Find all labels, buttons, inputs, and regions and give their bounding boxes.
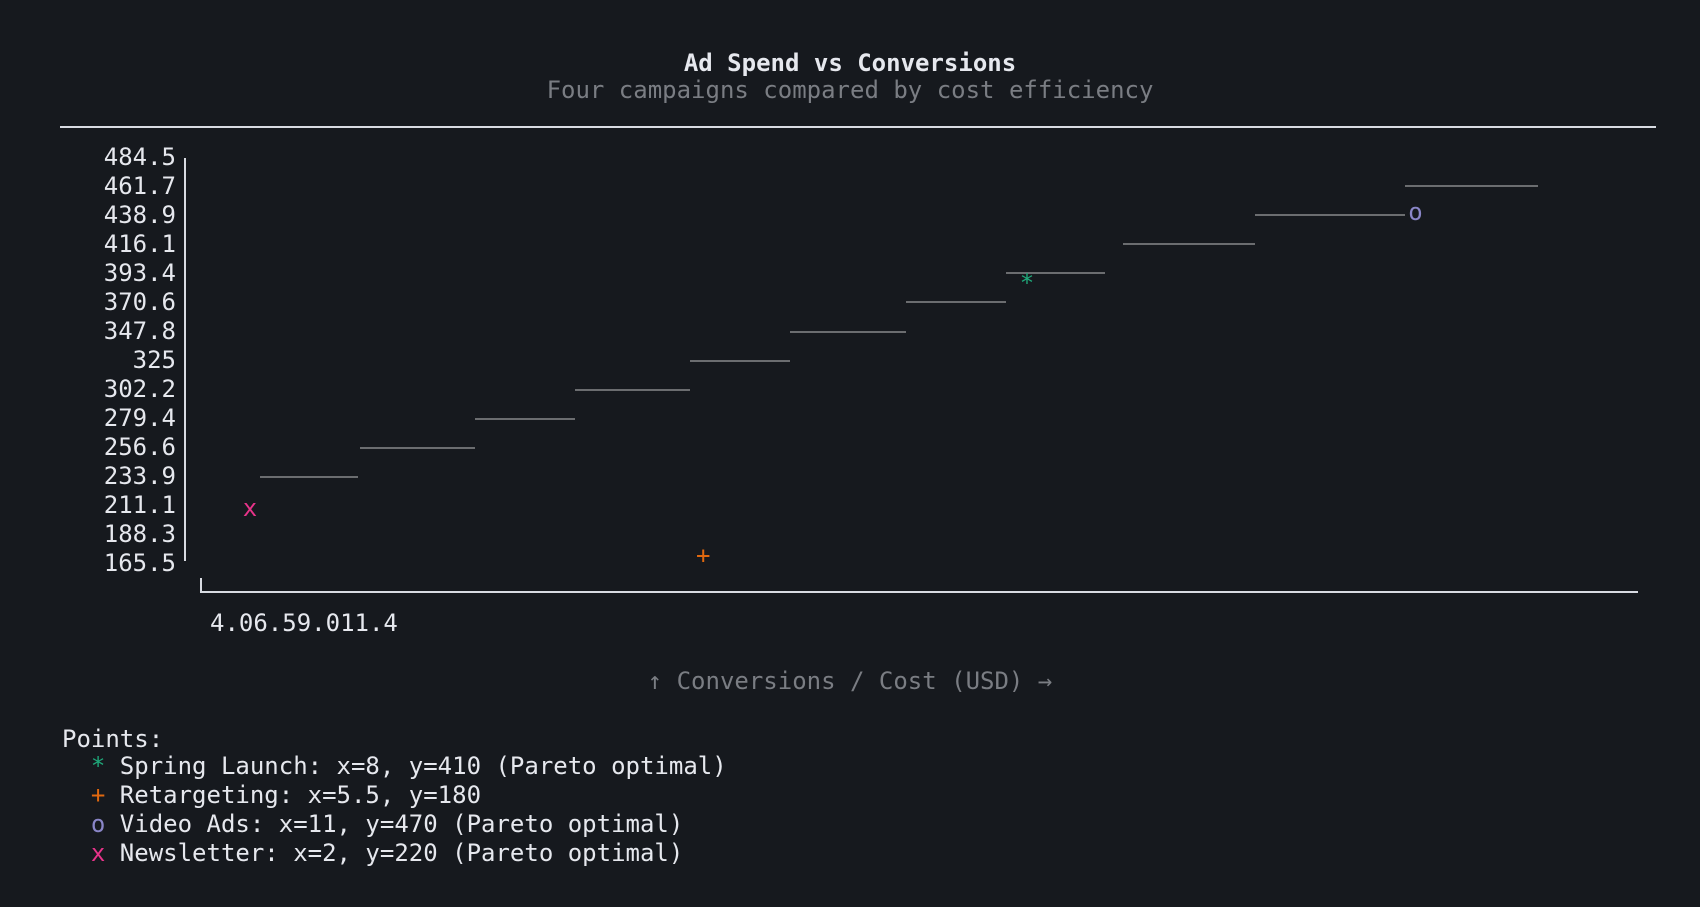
legend-item: x Newsletter: x=2, y=220 (Pareto optimal…: [62, 840, 683, 867]
data-point-video-ads: o: [1408, 198, 1422, 226]
y-tick-label: 484.5: [103, 143, 176, 171]
y-tick-label: 347.8: [103, 317, 176, 345]
title-divider: [60, 126, 1656, 128]
x-axis-line: [200, 591, 1638, 593]
y-tick-label: 233.9: [103, 462, 176, 490]
legend-marker-icon: +: [62, 781, 120, 809]
y-tick-label: 211.1: [103, 491, 176, 519]
y-tick-label: 256.6: [103, 433, 176, 461]
data-point-retargeting: +: [696, 541, 710, 569]
x-tick-label: 9.0: [296, 609, 341, 637]
x-axis-corner: [200, 578, 202, 593]
legend-item: o Video Ads: x=11, y=470 (Pareto optimal…: [62, 811, 683, 838]
y-tick-label: 279.4: [103, 404, 176, 432]
x-tick-label: 6.5: [253, 609, 297, 637]
y-tick-label: 370.6: [103, 288, 176, 316]
x-axis-label: ↑ Conversions / Cost (USD) →: [647, 667, 1053, 695]
y-tick-label: 302.2: [103, 375, 176, 403]
legend-text: Retargeting: x=5.5, y=180: [119, 781, 482, 809]
legend-text: Spring Launch: x=8, y=410 (Pareto optima…: [119, 752, 727, 780]
x-tick-label: 11.4: [340, 609, 398, 637]
y-tick-label: 188.3: [103, 520, 176, 548]
legend-marker-icon: x: [62, 839, 120, 867]
data-point-spring-launch: *: [1020, 269, 1034, 297]
x-tick-label: 4.0: [210, 609, 254, 637]
legend-marker-icon: o: [62, 810, 120, 838]
y-tick-label: 438.9: [103, 201, 176, 229]
y-tick-label: 165.5: [103, 549, 176, 577]
x-axis-ticks: 4.06.59.011.4: [210, 610, 398, 637]
legend-title: Points:: [62, 725, 164, 753]
chart-title: Ad Spend vs Conversions: [683, 49, 1017, 77]
legend-text: Video Ads: x=11, y=470 (Pareto optimal): [119, 810, 684, 838]
legend-text: Newsletter: x=2, y=220 (Pareto optimal): [119, 839, 684, 867]
y-axis-line: [184, 158, 186, 561]
legend-marker-icon: *: [62, 752, 120, 780]
y-tick-label: 416.1: [103, 230, 176, 258]
y-tick-label: 325: [132, 346, 176, 374]
data-point-newsletter: x: [243, 494, 257, 522]
y-tick-label: 393.4: [103, 259, 176, 287]
legend-item: * Spring Launch: x=8, y=410 (Pareto opti…: [62, 753, 727, 780]
y-tick-label: 461.7: [103, 172, 176, 200]
legend-item: + Retargeting: x=5.5, y=180: [62, 782, 481, 809]
chart-subtitle: Four campaigns compared by cost efficien…: [546, 76, 1154, 104]
